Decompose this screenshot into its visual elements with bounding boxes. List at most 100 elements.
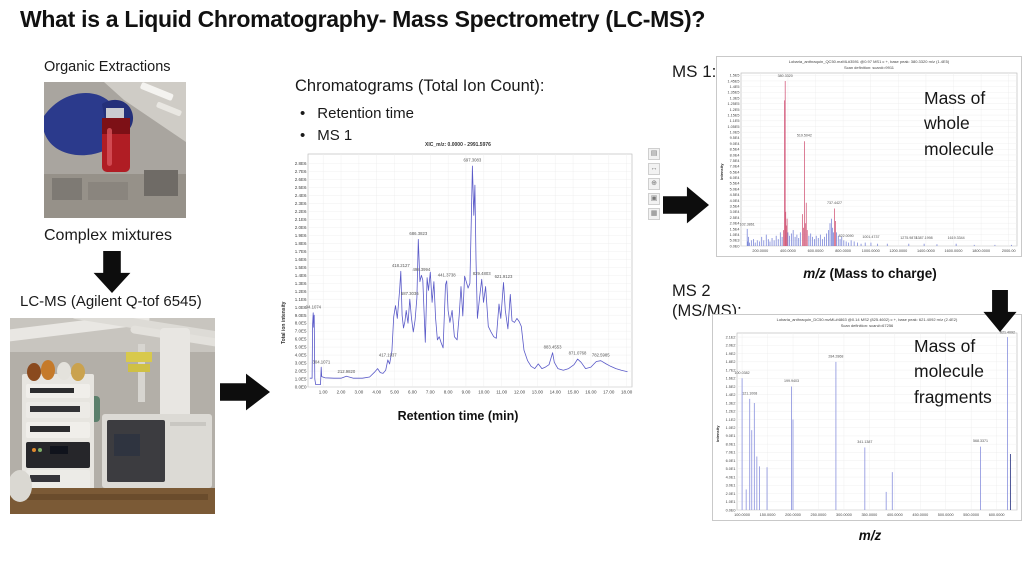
svg-text:417.1937: 417.1937 <box>379 352 397 357</box>
svg-text:5.0E4: 5.0E4 <box>730 187 740 191</box>
svg-text:2.6E6: 2.6E6 <box>295 177 307 182</box>
ms2-spectrum-chart: Lobaria_anthraquin_DC50.mzML#4863 @0.14 … <box>712 314 1022 521</box>
svg-text:3.5E4: 3.5E4 <box>730 204 740 208</box>
svg-text:822.0090: 822.0090 <box>839 234 854 238</box>
svg-text:2.0E1: 2.0E1 <box>726 492 736 496</box>
svg-text:200.0000: 200.0000 <box>785 513 801 517</box>
svg-text:6.5E4: 6.5E4 <box>730 170 740 174</box>
svg-text:400.0000: 400.0000 <box>780 249 796 253</box>
svg-text:1.5E5: 1.5E5 <box>730 74 740 78</box>
svg-text:2.0E4: 2.0E4 <box>730 222 740 226</box>
svg-text:1.2E6: 1.2E6 <box>295 289 307 294</box>
ms2-label-line1: MS 2 <box>672 282 711 300</box>
chromatogram-title: XIC_m/z: 0.0000 - 2991.5976 <box>425 142 491 148</box>
svg-text:7.00: 7.00 <box>426 390 435 395</box>
svg-text:2000.00: 2000.00 <box>1002 249 1016 253</box>
svg-text:2.00: 2.00 <box>337 390 346 395</box>
svg-text:1.3E5: 1.3E5 <box>730 96 740 100</box>
svg-text:1000.0000: 1000.0000 <box>862 249 880 253</box>
svg-text:1.05E5: 1.05E5 <box>727 125 739 129</box>
svg-text:1.1E6: 1.1E6 <box>295 297 307 302</box>
svg-text:1.2E2: 1.2E2 <box>726 410 736 414</box>
svg-text:100.0000: 100.0000 <box>734 513 750 517</box>
svg-text:4.0E4: 4.0E4 <box>730 199 740 203</box>
svg-text:686.3823: 686.3823 <box>409 231 427 236</box>
svg-text:380.3320: 380.3320 <box>778 74 793 78</box>
svg-text:621.9123: 621.9123 <box>495 274 513 279</box>
svg-text:5.5E4: 5.5E4 <box>730 182 740 186</box>
svg-text:500.0000: 500.0000 <box>938 513 954 517</box>
svg-text:8.0E4: 8.0E4 <box>730 153 740 157</box>
svg-text:1.7E6: 1.7E6 <box>295 249 307 254</box>
svg-text:829.4803: 829.4803 <box>473 271 491 276</box>
svg-text:6.0E4: 6.0E4 <box>730 176 740 180</box>
svg-text:1.4E5: 1.4E5 <box>730 85 740 89</box>
lcms-instrument-photo <box>0 309 220 514</box>
right-arrow-to-ms1 <box>663 186 709 224</box>
svg-text:1.3E6: 1.3E6 <box>295 281 307 286</box>
svg-text:150.0000: 150.0000 <box>760 513 776 517</box>
svg-text:1.4E2: 1.4E2 <box>726 393 736 397</box>
svg-text:0.0E0: 0.0E0 <box>726 508 736 512</box>
svg-text:1.1E5: 1.1E5 <box>730 119 740 123</box>
complex-mixtures-label: Complex mixtures <box>44 227 173 244</box>
svg-text:5.0E5: 5.0E5 <box>295 345 307 350</box>
svg-text:9.0E4: 9.0E4 <box>730 142 740 146</box>
svg-text:121.1008: 121.1008 <box>742 391 757 395</box>
svg-text:1.4E6: 1.4E6 <box>295 273 307 278</box>
select-tool-icon: ▣ <box>648 193 660 205</box>
svg-text:2.1E6: 2.1E6 <box>295 217 307 222</box>
ms1-title-line2: Scan definition: scan#=9911 <box>843 64 895 70</box>
svg-text:1200.0000: 1200.0000 <box>889 249 907 253</box>
svg-text:1.6E6: 1.6E6 <box>295 257 307 262</box>
svg-text:1.9E6: 1.9E6 <box>295 233 307 238</box>
svg-text:400.0000: 400.0000 <box>887 513 903 517</box>
svg-text:1.6E2: 1.6E2 <box>726 377 736 381</box>
svg-text:1.0E2: 1.0E2 <box>726 426 736 430</box>
page-title: What is a Liquid Chromatography- Mass Sp… <box>20 6 706 32</box>
svg-text:6.0E1: 6.0E1 <box>726 459 736 463</box>
svg-text:1.8E2: 1.8E2 <box>726 360 736 364</box>
zoom-tool-icon: ⊕ <box>648 178 660 190</box>
down-arrow-to-lcms <box>93 251 131 293</box>
svg-text:1.5E4: 1.5E4 <box>730 227 740 231</box>
svg-text:8.0E5: 8.0E5 <box>295 321 307 326</box>
svg-text:3.0E4: 3.0E4 <box>730 210 740 214</box>
ms1-annotation: Mass of whole molecule <box>924 88 995 159</box>
svg-text:4.0E5: 4.0E5 <box>295 353 307 358</box>
svg-text:212.9820: 212.9820 <box>337 369 355 374</box>
svg-text:12.00: 12.00 <box>514 390 526 395</box>
svg-text:3.00: 3.00 <box>354 390 363 395</box>
ms1-xlabel: m/z (Mass to charge) <box>803 266 937 281</box>
svg-text:4.5E4: 4.5E4 <box>730 193 740 197</box>
svg-text:8.0E1: 8.0E1 <box>726 442 736 446</box>
ms1-ylabel: Intensity <box>719 163 724 181</box>
svg-text:0.0E0: 0.0E0 <box>730 244 740 248</box>
svg-text:2.7E6: 2.7E6 <box>295 169 307 174</box>
right-arrow-to-chromatogram <box>220 373 270 411</box>
svg-text:9.0E1: 9.0E1 <box>726 434 736 438</box>
svg-text:18.00: 18.00 <box>621 390 633 395</box>
svg-text:1.0E5: 1.0E5 <box>295 377 307 382</box>
svg-text:9.00: 9.00 <box>462 390 471 395</box>
svg-text:2.0E5: 2.0E5 <box>295 369 307 374</box>
svg-text:5.00: 5.00 <box>390 390 399 395</box>
svg-text:1.0E5: 1.0E5 <box>730 131 740 135</box>
svg-text:1.7E2: 1.7E2 <box>726 368 736 372</box>
svg-text:697.3083: 697.3083 <box>464 158 482 163</box>
svg-text:13.00: 13.00 <box>532 390 544 395</box>
svg-text:1.9E2: 1.9E2 <box>726 352 736 356</box>
svg-text:2.3E6: 2.3E6 <box>295 201 307 206</box>
svg-text:1.5E2: 1.5E2 <box>726 385 736 389</box>
ms2-annotation: Mass of molecule fragments <box>914 336 992 407</box>
mz-italic: m/z <box>803 266 826 281</box>
svg-text:11.00: 11.00 <box>496 390 507 395</box>
svg-text:1.5E6: 1.5E6 <box>295 265 307 270</box>
grid-tool-icon: ▤ <box>648 148 660 160</box>
svg-text:7.0E4: 7.0E4 <box>730 165 740 169</box>
svg-text:0.0E0: 0.0E0 <box>295 385 307 390</box>
svg-text:782.5985: 782.5985 <box>592 352 610 357</box>
svg-text:2.5E6: 2.5E6 <box>295 185 307 190</box>
pan-tool-icon: ↔ <box>648 163 660 175</box>
plot-software-toolbar: ▤ ↔ ⊕ ▣ ▦ <box>648 148 660 220</box>
